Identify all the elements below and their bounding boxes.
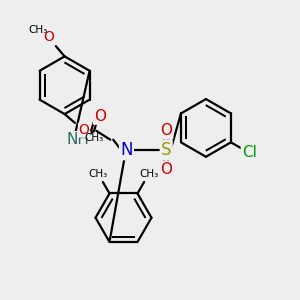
Text: CH₃: CH₃ — [84, 133, 104, 142]
Text: O: O — [78, 123, 89, 137]
Text: S: S — [161, 141, 171, 159]
Text: O: O — [160, 123, 172, 138]
Text: CH₃: CH₃ — [139, 169, 158, 179]
Text: Cl: Cl — [242, 146, 257, 160]
Text: O: O — [94, 109, 106, 124]
Text: NH: NH — [66, 132, 89, 147]
Text: O: O — [43, 30, 54, 44]
Text: CH₃: CH₃ — [89, 169, 108, 179]
Text: CH₃: CH₃ — [28, 25, 48, 35]
Text: O: O — [160, 162, 172, 177]
Text: N: N — [120, 141, 133, 159]
